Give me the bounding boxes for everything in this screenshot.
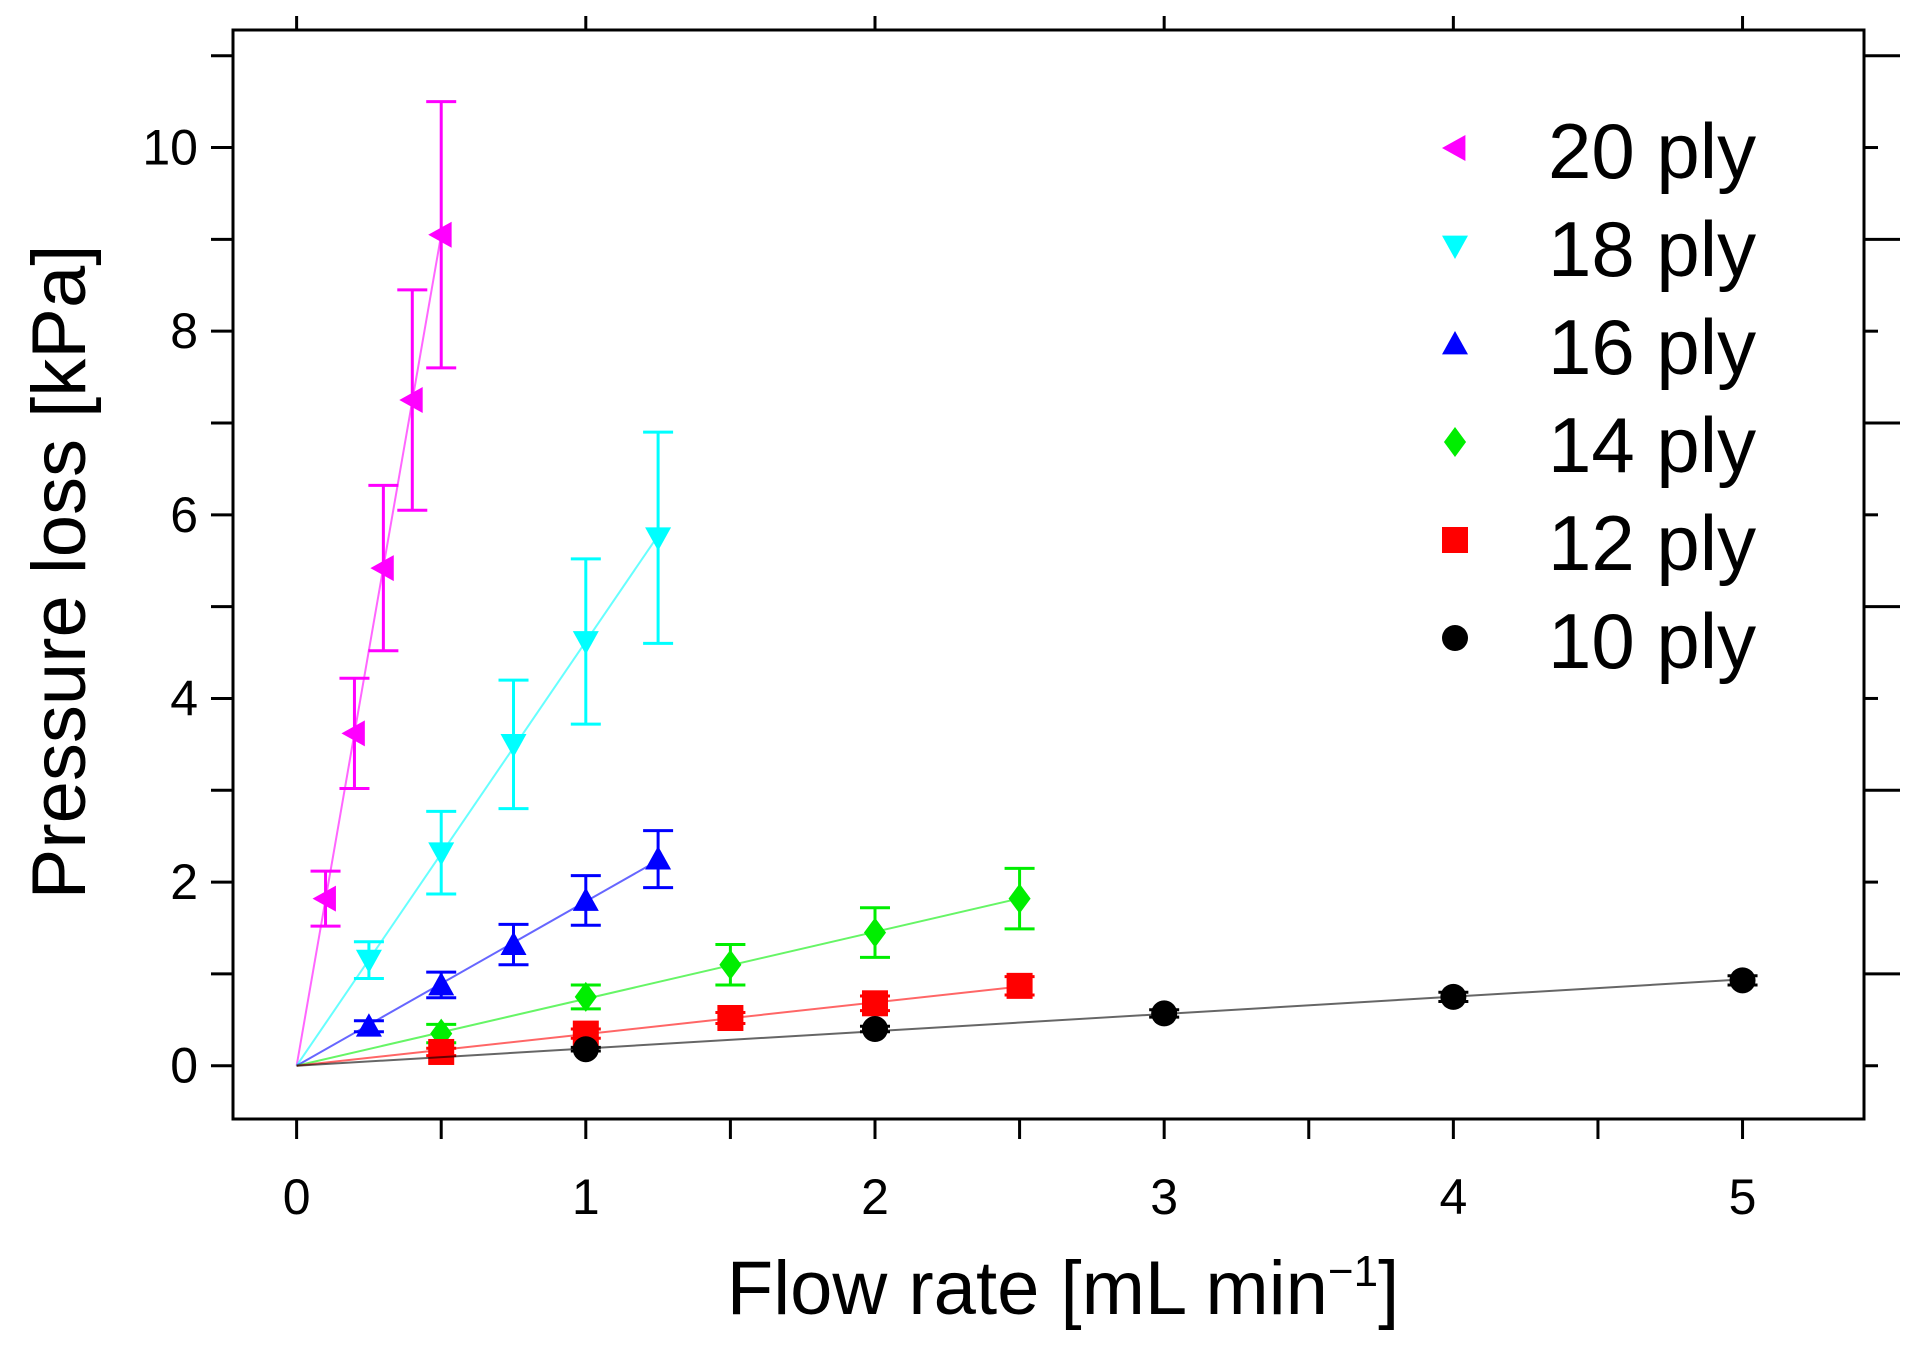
x-axis-title-suffix: ] <box>1378 1246 1399 1331</box>
legend-item: 20 ply <box>1442 107 1756 195</box>
data-point <box>717 1004 744 1031</box>
data-point <box>861 990 888 1017</box>
legend-item: 16 ply <box>1442 303 1756 391</box>
axes: 0 1 2 3 4 5 0 2 4 6 8 10 <box>142 16 1900 1225</box>
y-tick-label: 2 <box>170 854 198 910</box>
fit-line <box>296 859 659 1067</box>
y-tick-label: 4 <box>170 670 198 726</box>
legend-item: 12 ply <box>1442 499 1756 587</box>
fit-line <box>295 534 659 1067</box>
series-10-ply <box>296 967 1758 1067</box>
series-18-ply <box>295 430 674 1067</box>
data-point <box>863 917 887 948</box>
legend-label: 12 ply <box>1548 499 1756 587</box>
series-12-ply <box>296 972 1035 1067</box>
legend-label: 10 ply <box>1548 597 1756 685</box>
x-axis-title-main: Flow rate [mL min <box>727 1246 1328 1331</box>
y-tick-label: 10 <box>142 120 198 176</box>
data-point <box>1006 972 1033 999</box>
y-tick-label: 8 <box>170 303 198 359</box>
legend-label: 14 ply <box>1548 401 1756 489</box>
legend-item: 18 ply <box>1442 205 1756 293</box>
legend-label: 16 ply <box>1548 303 1756 391</box>
data-series <box>295 100 1758 1067</box>
data-point <box>428 842 455 866</box>
data-point <box>428 971 455 996</box>
data-point <box>341 720 365 747</box>
legend-item: 14 ply <box>1443 401 1756 489</box>
data-point <box>572 887 599 911</box>
y-tick-label: 6 <box>170 487 198 543</box>
legend-label: 20 ply <box>1548 107 1756 195</box>
x-tick-label: 5 <box>1729 1169 1757 1225</box>
data-point <box>861 1016 888 1043</box>
data-point <box>430 1018 453 1049</box>
data-point <box>370 555 394 582</box>
data-point <box>572 631 599 655</box>
data-point <box>1442 235 1468 259</box>
data-point <box>428 221 452 248</box>
legend: 20 ply 18 ply 16 ply 14 ply 12 ply 10 ply <box>1442 107 1756 685</box>
data-point <box>574 981 597 1012</box>
series-20-ply <box>295 100 457 1066</box>
data-point <box>1442 527 1468 553</box>
fit-line <box>296 985 1020 1067</box>
data-point <box>645 527 672 551</box>
data-point <box>1151 1000 1178 1027</box>
data-point <box>1442 135 1466 161</box>
data-point <box>428 1038 455 1065</box>
data-point <box>500 931 527 955</box>
y-tick-label: 0 <box>170 1038 198 1094</box>
data-point <box>1008 883 1031 914</box>
data-point <box>719 949 742 980</box>
y-axis-title: Pressure loss [kPa] <box>17 245 102 900</box>
fit-line <box>296 978 1743 1067</box>
x-tick-label: 3 <box>1150 1169 1178 1225</box>
plot-frame <box>231 28 1866 1121</box>
data-point <box>312 885 336 912</box>
data-point <box>399 387 423 414</box>
data-point <box>1729 967 1756 994</box>
data-point <box>1440 983 1467 1010</box>
data-point <box>1443 427 1467 457</box>
x-tick-label: 0 <box>283 1169 311 1225</box>
series-14-ply <box>296 866 1035 1067</box>
x-axis-title: Flow rate [mL min−1] <box>727 1246 1399 1331</box>
data-point <box>355 949 382 974</box>
legend-label: 18 ply <box>1548 205 1756 293</box>
legend-item: 10 ply <box>1442 597 1756 685</box>
x-axis-title-superscript: −1 <box>1328 1247 1378 1296</box>
data-point <box>500 733 527 758</box>
series-16-ply <box>296 829 674 1067</box>
data-point <box>355 1013 382 1037</box>
data-point <box>1442 625 1468 651</box>
x-tick-label: 1 <box>572 1169 600 1225</box>
x-tick-label: 4 <box>1439 1169 1467 1225</box>
data-point <box>1442 331 1468 355</box>
x-tick-label: 2 <box>861 1169 889 1225</box>
data-point <box>645 846 672 870</box>
data-point <box>572 1036 599 1063</box>
fit-line <box>296 897 1020 1067</box>
